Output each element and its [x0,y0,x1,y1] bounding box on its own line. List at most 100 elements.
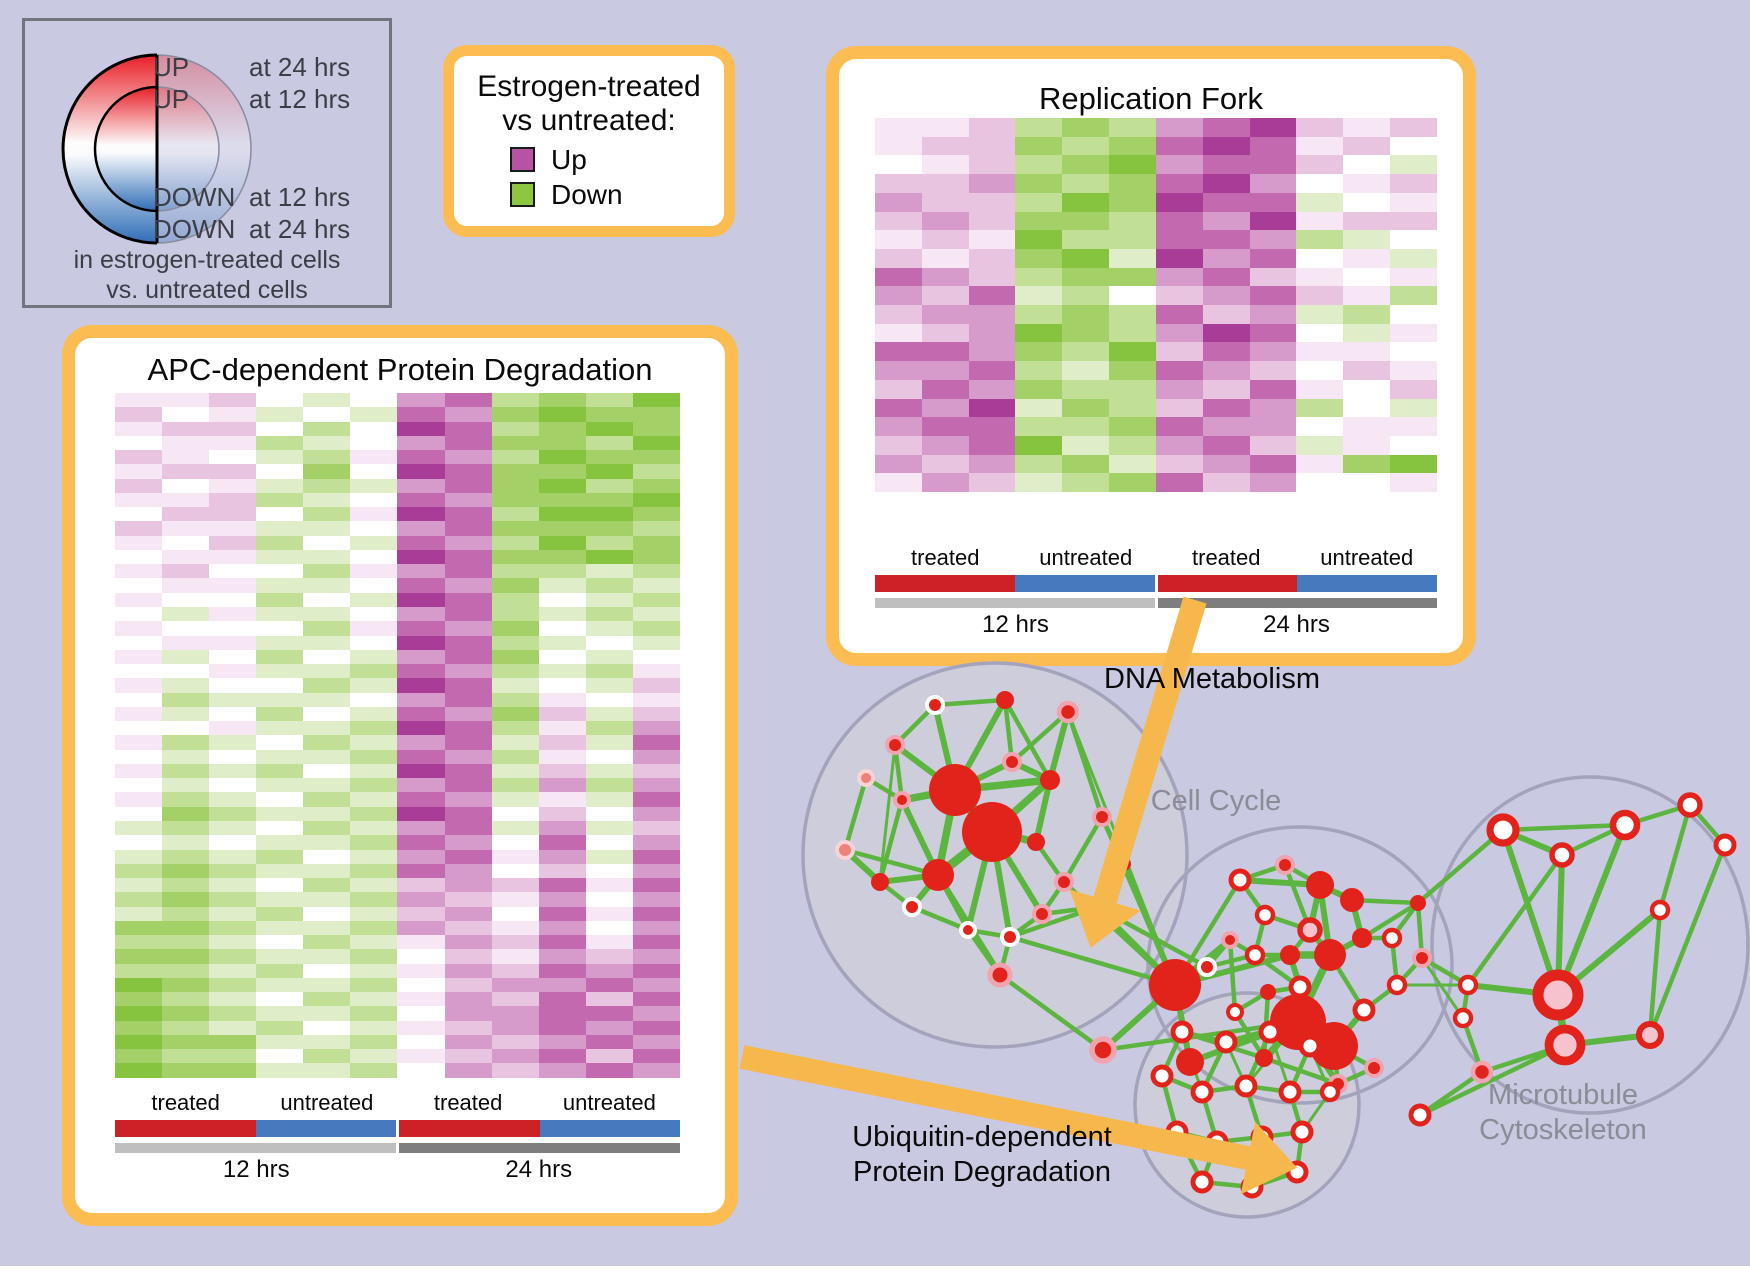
heatmap-cell [444,706,492,722]
heatmap-cell [444,806,492,821]
heatmap-cell [1155,286,1203,306]
heatmap-cell [256,820,304,836]
heatmap-cell [256,393,304,408]
heatmap-cell [538,407,586,422]
heatmap-cell [256,949,304,964]
heatmap-cell [444,892,492,907]
heatmap-cell [350,920,398,936]
updown-caption: in estrogen-treated cells vs. untreated … [25,245,389,305]
heatmap-cell [585,521,633,536]
heatmap-cell [1109,454,1156,474]
heatmap-cell [632,949,680,964]
heatmap-cell [538,963,586,978]
heatmap-cell [209,635,257,650]
heatmap-row [115,949,680,964]
heatmap-row [115,920,680,936]
network-edge [842,777,869,851]
network-edge [1419,1042,1566,1118]
heatmap-cell [632,977,680,993]
heatmap-row [875,248,1437,268]
heatmap-cell [256,535,304,550]
heatmap-row [115,507,680,522]
heatmap-cell [303,578,351,593]
heatmap-cell [115,549,163,565]
heatmap-cell [115,692,163,707]
heatmap-cell [1015,230,1063,249]
heatmap-cell [585,949,633,964]
network-node [1228,868,1252,892]
heatmap-cell [397,835,445,850]
heatmap-row [115,806,680,821]
heatmap-cell [585,835,633,850]
heatmap-cell [115,592,163,607]
heatmap-cell [1155,136,1203,156]
heatmap-cell [632,549,680,565]
condition-label: untreated [280,1090,374,1115]
heatmap-cell [162,664,210,679]
heatmap-cell [350,935,398,950]
heatmap-cell [209,692,257,707]
heatmap-cell [585,535,633,550]
heatmap-cell [538,878,586,893]
heatmap-cell [350,1034,398,1050]
heatmap-cell [350,635,398,650]
heatmap-cell [256,835,304,850]
heatmap-cell [1109,435,1156,455]
network-node [1176,1048,1204,1076]
heatmap-cell [303,706,351,722]
network-edge [1502,822,1626,833]
heatmap-cell [303,606,351,622]
heatmap-cell [256,578,304,593]
heatmap-cell [491,778,539,793]
heatmap-cell [538,792,586,807]
heatmap-cell [1202,192,1250,212]
heatmap-cell [491,806,539,821]
heatmap-cell [968,342,1016,362]
heatmap-cell [1202,248,1250,268]
heatmap-row [115,763,680,779]
heatmap-cell [1155,361,1203,380]
heatmap-cell [491,992,539,1007]
time-label: 24 hrs [1263,611,1330,638]
heatmap-cell [491,935,539,950]
heatmap-cell [162,564,210,579]
heatmap-cell [1343,118,1391,137]
heatmap-row [875,361,1437,380]
heatmap-cell [209,393,257,408]
heatmap-row [875,118,1437,137]
heatmap-row [115,735,680,750]
heatmap-cell [1062,118,1110,137]
heatmap-cell [1109,267,1156,287]
heatmap-cell [209,1006,257,1021]
heatmap-cell [350,606,398,622]
heatmap-cell [256,878,304,893]
heatmap-cell [303,935,351,950]
heatmap-cell [397,507,445,522]
heatmap-cell [921,323,969,343]
heatmap-cell [1296,118,1344,137]
heatmap-cell [1249,342,1297,362]
heatmap-row [115,849,680,864]
network-node [1319,1081,1341,1103]
heatmap-cell [303,549,351,565]
heatmap-cell [209,407,257,422]
heatmap-cell [1202,174,1250,193]
heatmap-cell [585,935,633,950]
heatmap-cell [875,267,922,287]
heatmap-cell [209,678,257,693]
heatmap-cell [303,478,351,493]
heatmap-cell [115,763,163,779]
heatmap-cell [491,635,539,650]
heatmap-cell [256,892,304,907]
network-edge [1657,804,1693,911]
heatmap-cell [444,935,492,950]
heatmap-cell [397,492,445,508]
network-node [1260,984,1276,1000]
heatmap-cell [1390,435,1437,455]
heatmap-cell [1296,305,1344,324]
heatmap-cell [538,549,586,565]
heatmap-cell [585,977,633,993]
heatmap-cell [303,435,351,451]
heatmap-cell [1109,417,1156,436]
